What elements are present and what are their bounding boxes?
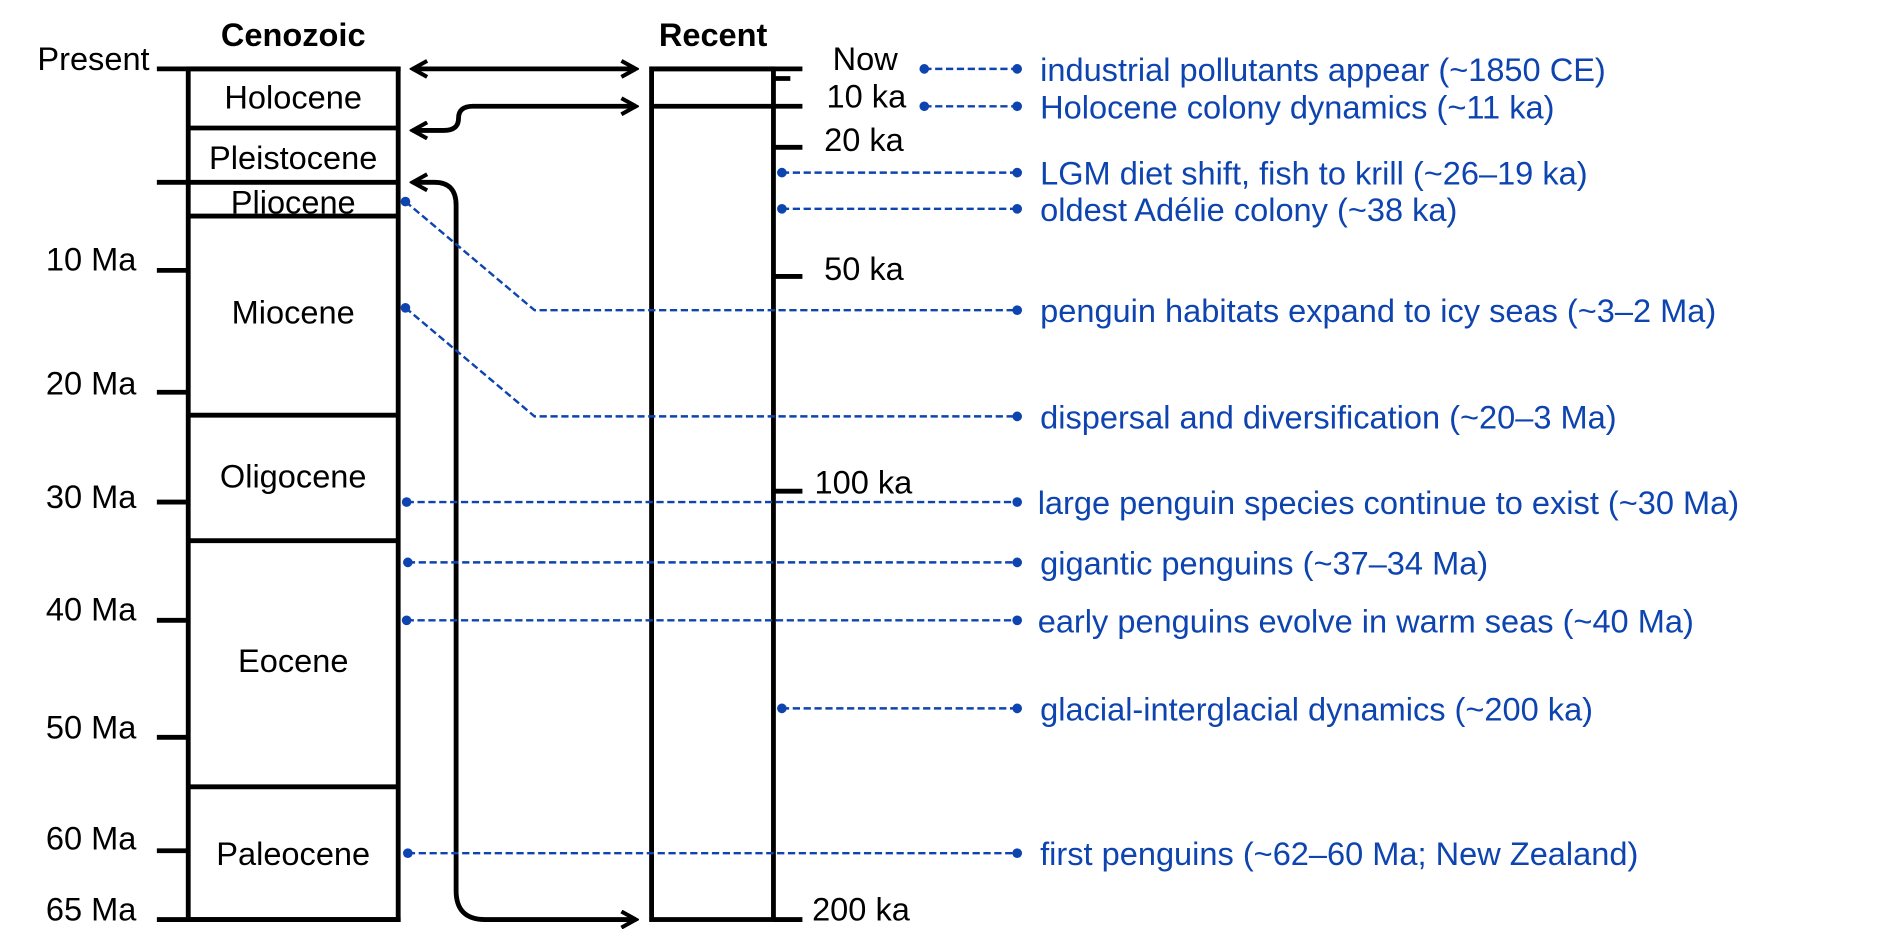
tick-20-ma: 20 Ma [46,366,137,402]
event-label: dispersal and diversification (~20–3 Ma) [1040,399,1616,435]
tick-20-ka: 20 ka [824,122,905,158]
cenozoic-header: Cenozoic [221,17,366,53]
epoch-oligocene: Oligocene [220,459,367,495]
event-label: gigantic penguins (~37–34 Ma) [1040,545,1488,581]
epoch-holocene: Holocene [224,80,362,116]
tick-60-ma: 60 Ma [46,821,137,857]
epoch-eocene: Eocene [238,643,348,679]
epoch-paleocene: Paleocene [216,836,370,872]
tick-50-ma: 50 Ma [46,710,137,746]
tick-50-ka: 50 ka [824,251,905,287]
tick-10-ma: 10 Ma [46,241,137,277]
event-label: first penguins (~62–60 Ma; New Zealand) [1040,836,1638,872]
tick-10-ka: 10 ka [827,78,908,114]
tick-65-ma: 65 Ma [46,892,137,928]
event-label: oldest Adélie colony (~38 ka) [1040,192,1457,228]
event-label: LGM diet shift, fish to krill (~26–19 ka… [1040,156,1587,192]
tick-30-ma: 30 Ma [46,479,137,515]
event-label: large penguin species continue to exist … [1038,485,1739,521]
epoch-pliocene: Pliocene [231,185,356,221]
cenozoic-column [156,66,401,922]
event-label: early penguins evolve in warm seas (~40 … [1038,603,1694,639]
recent-header: Recent [659,17,768,53]
epoch-pleistocene: Pleistocene [209,140,377,176]
event-label: industrial pollutants appear (~1850 CE) [1040,52,1606,88]
event-connectors [400,64,1023,859]
tick-now: Now [833,41,899,77]
tick-200-ka: 200 ka [812,892,911,928]
event-label: glacial-interglacial dynamics (~200 ka) [1040,691,1593,727]
pliocene-to-200ka-arrow [413,182,636,919]
tick-40-ma: 40 Ma [46,591,137,627]
event-label: penguin habitats expand to icy seas (~3–… [1040,293,1716,329]
recent-column [649,66,803,922]
event-label: Holocene colony dynamics (~11 ka) [1040,89,1554,125]
pleistocene-to-10ka-arrow [413,106,636,130]
tick-present: Present [37,41,149,77]
epoch-miocene: Miocene [232,294,355,330]
tick-100-ka: 100 ka [814,465,913,501]
